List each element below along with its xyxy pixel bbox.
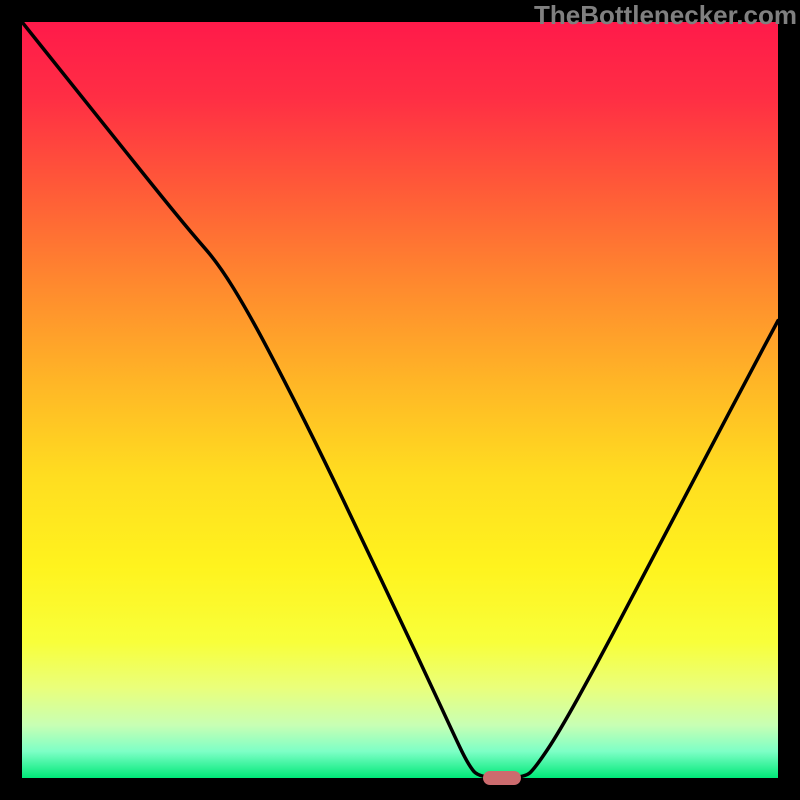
chart-frame: { "canvas": { "width": 800, "height": 80… [0,0,800,800]
plot-area [22,22,778,778]
watermark-text: TheBottlenecker.com [534,0,797,31]
bottleneck-curve [22,22,778,778]
optimal-marker [483,771,521,785]
